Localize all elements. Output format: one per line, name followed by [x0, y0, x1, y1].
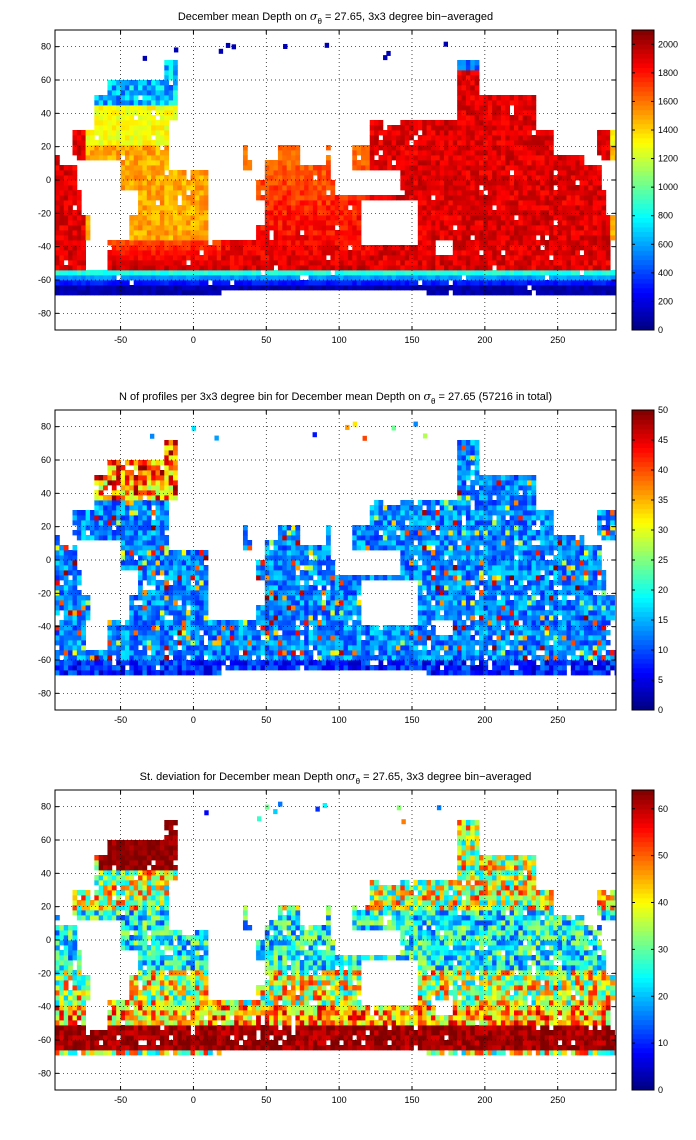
y-tick-label: 60: [41, 835, 51, 845]
colorbar: 60 50 40 30 20 10 0: [631, 789, 668, 1095]
x-tick-label: 0: [191, 715, 196, 725]
colorbar-tick-label: 30: [658, 525, 668, 535]
x-tick-label: 100: [332, 715, 347, 725]
y-tick-label: -20: [38, 968, 51, 978]
colorbar-tick-label: 2000: [658, 39, 678, 49]
y-tick-label: 80: [41, 422, 51, 432]
colorbar-tick-label: 25: [658, 555, 668, 565]
x-tick-label: 0: [191, 1095, 196, 1105]
colorbar-tick-label: 800: [658, 211, 673, 221]
colorbar-tick-label: 600: [658, 239, 673, 249]
y-tick-label: 20: [41, 142, 51, 152]
y-tick-label: 40: [41, 868, 51, 878]
heatmap-cells: [55, 410, 616, 710]
x-tick-label: 50: [261, 335, 271, 345]
x-tick-label: 250: [550, 335, 565, 345]
x-tick-label: 250: [550, 715, 565, 725]
colorbar-tick-label: 0: [658, 325, 663, 335]
y-tick-label: -20: [38, 588, 51, 598]
colorbar-tick-label: 0: [658, 705, 663, 715]
x-tick-label: 100: [332, 1095, 347, 1105]
colorbar-tick-label: 15: [658, 615, 668, 625]
y-tick-label: 80: [41, 42, 51, 52]
y-tick-label: 0: [46, 555, 51, 565]
y-tick-label: 0: [46, 175, 51, 185]
colorbar-tick-label: 60: [658, 804, 668, 814]
colorbar-tick-label: 1200: [658, 154, 678, 164]
colorbar-tick-label: 20: [658, 991, 668, 1001]
y-tick-label: 80: [41, 802, 51, 812]
y-tick-label: 40: [41, 488, 51, 498]
y-tick-label: -60: [38, 1035, 51, 1045]
x-tick-label: 100: [332, 335, 347, 345]
x-tick-label: 0: [191, 335, 196, 345]
y-tick-label: -40: [38, 1002, 51, 1012]
chart-title: December mean Depth on σθ = 27.65, 3x3 d…: [178, 10, 493, 26]
x-tick-label: 150: [404, 335, 419, 345]
colorbar-tick-label: 1400: [658, 125, 678, 135]
y-tick-label: -80: [38, 308, 51, 318]
colorbar-tick-label: 10: [658, 645, 668, 655]
y-tick-label: -20: [38, 208, 51, 218]
colorbar-tick-label: 5: [658, 675, 663, 685]
chart-title: St. deviation for December mean Depth on…: [140, 770, 532, 786]
colorbar-tick-label: 400: [658, 268, 673, 278]
x-tick-label: 150: [404, 1095, 419, 1105]
panel-1: December mean Depth on σθ = 27.65, 3x3 d…: [38, 10, 678, 345]
y-tick-label: 40: [41, 108, 51, 118]
x-tick-label: 50: [261, 1095, 271, 1105]
x-tick-label: 250: [550, 1095, 565, 1105]
y-tick-label: -40: [38, 242, 51, 252]
y-tick-label: 0: [46, 935, 51, 945]
x-tick-label: 50: [261, 715, 271, 725]
y-tick-label: -60: [38, 275, 51, 285]
x-tick-label: 150: [404, 715, 419, 725]
colorbar-tick-label: 0: [658, 1085, 663, 1095]
y-tick-label: -60: [38, 655, 51, 665]
panel-2: N of profiles per 3x3 degree bin for Dec…: [38, 390, 668, 725]
colorbar-tick-label: 10: [658, 1038, 668, 1048]
y-tick-label: -80: [38, 688, 51, 698]
colorbar-tick-label: 1600: [658, 96, 678, 106]
colorbar-tick-label: 1000: [658, 182, 678, 192]
colorbar-tick-label: 40: [658, 465, 668, 475]
x-tick-label: 200: [477, 335, 492, 345]
panel-3: St. deviation for December mean Depth on…: [38, 770, 668, 1105]
y-tick-label: -80: [38, 1068, 51, 1078]
colorbar-tick-label: 35: [658, 495, 668, 505]
heatmap-cells: [55, 790, 616, 1090]
x-tick-label: 200: [477, 715, 492, 725]
y-tick-label: 60: [41, 75, 51, 85]
colorbar-tick-label: 200: [658, 296, 673, 306]
y-tick-label: 20: [41, 902, 51, 912]
x-tick-label: -50: [114, 715, 127, 725]
y-tick-label: 20: [41, 522, 51, 532]
x-tick-label: -50: [114, 335, 127, 345]
y-tick-label: -40: [38, 622, 51, 632]
y-tick-label: 60: [41, 455, 51, 465]
heatmap-cells: [55, 30, 616, 330]
colorbar-tick-label: 50: [658, 405, 668, 415]
colorbar-tick-label: 30: [658, 944, 668, 954]
x-tick-label: 200: [477, 1095, 492, 1105]
chart-title: N of profiles per 3x3 degree bin for Dec…: [119, 390, 552, 406]
colorbar-tick-label: 45: [658, 435, 668, 445]
colorbar-tick-label: 50: [658, 851, 668, 861]
colorbar-tick-label: 40: [658, 898, 668, 908]
colorbar-tick-label: 20: [658, 585, 668, 595]
x-tick-label: -50: [114, 1095, 127, 1105]
colorbar-tick-label: 1800: [658, 68, 678, 78]
